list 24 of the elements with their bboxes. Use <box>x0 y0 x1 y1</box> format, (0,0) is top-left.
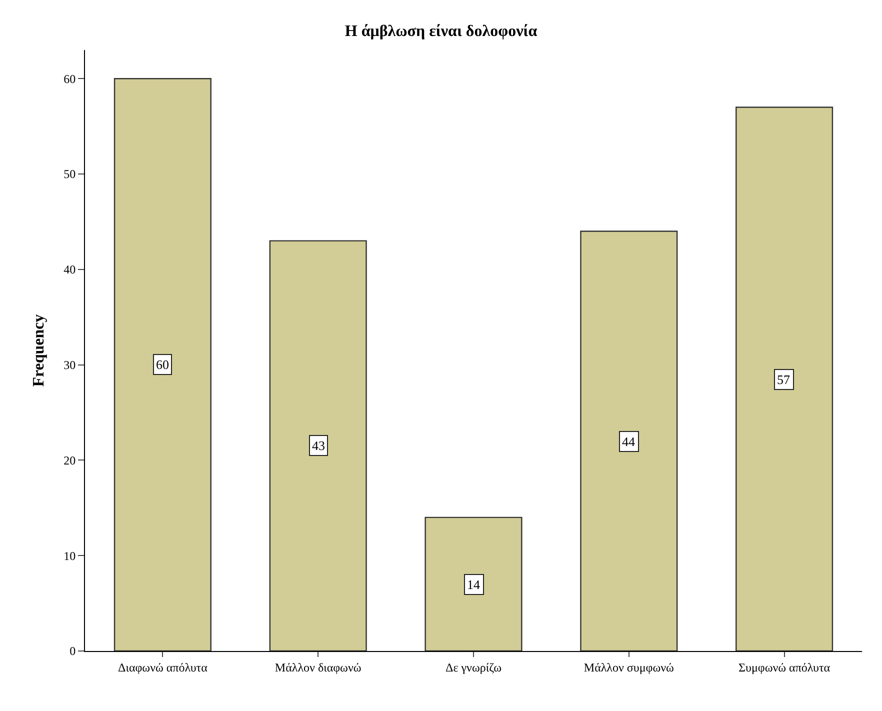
bar <box>114 78 212 651</box>
x-tick-label: Δε γνωρίζω <box>445 660 502 674</box>
y-tick-label: 50 <box>64 167 76 182</box>
y-tick-label: 0 <box>70 644 76 658</box>
y-tick-label: 60 <box>64 72 76 86</box>
y-tick-label: 20 <box>64 453 76 468</box>
y-tick-label: 30 <box>64 358 76 372</box>
bar <box>736 106 834 651</box>
y-axis-title: Frequency <box>30 314 48 387</box>
data-label: 60 <box>156 357 169 372</box>
data-label: 14 <box>467 577 480 592</box>
data-label: 57 <box>777 372 790 387</box>
chart-title: Η άμβλωση είναι δολοφονία <box>344 23 538 40</box>
x-tick-label: Διαφωνώ απόλυτα <box>118 660 208 674</box>
data-label: 44 <box>622 434 636 449</box>
bar <box>424 516 522 651</box>
y-tick-label: 40 <box>64 262 76 277</box>
x-tick-label: Μάλλον διαφωνώ <box>274 660 362 674</box>
y-tick-label: 10 <box>64 548 76 563</box>
data-label: 43 <box>312 438 325 453</box>
x-tick-label: Μάλλον συμφωνώ <box>584 660 674 674</box>
bar <box>580 230 678 651</box>
x-tick-label: Συμφωνώ απόλυτα <box>738 660 831 674</box>
bar <box>269 240 367 651</box>
